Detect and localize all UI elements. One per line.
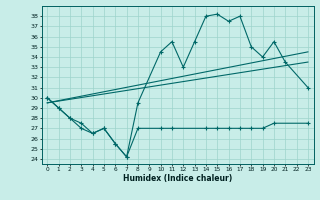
X-axis label: Humidex (Indice chaleur): Humidex (Indice chaleur)	[123, 174, 232, 183]
